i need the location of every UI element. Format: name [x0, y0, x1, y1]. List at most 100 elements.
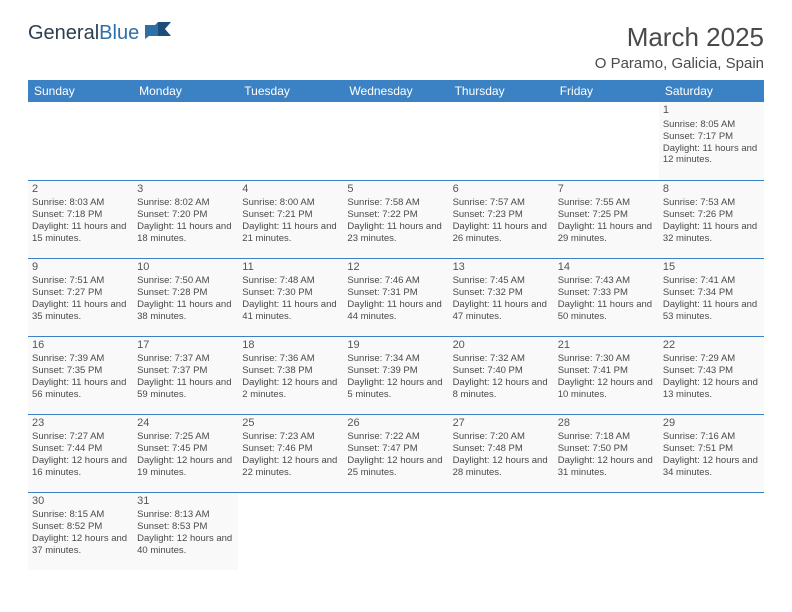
- calendar-cell: 28Sunrise: 7:18 AMSunset: 7:50 PMDayligh…: [554, 414, 659, 492]
- sunrise-line: Sunrise: 7:39 AM: [32, 353, 129, 365]
- sunrise-line: Sunrise: 7:46 AM: [347, 275, 444, 287]
- sunset-line: Sunset: 7:43 PM: [663, 365, 760, 377]
- day-number: 20: [453, 339, 550, 353]
- day-number: 26: [347, 417, 444, 431]
- daylight-line: Daylight: 11 hours and 50 minutes.: [558, 299, 655, 323]
- day-number: 6: [453, 183, 550, 197]
- sunrise-line: Sunrise: 8:05 AM: [663, 119, 760, 131]
- sunrise-line: Sunrise: 7:29 AM: [663, 353, 760, 365]
- daylight-line: Daylight: 11 hours and 18 minutes.: [137, 221, 234, 245]
- calendar-cell-empty: [554, 102, 659, 180]
- day-header: Friday: [554, 80, 659, 102]
- daylight-line: Daylight: 11 hours and 21 minutes.: [242, 221, 339, 245]
- sunset-line: Sunset: 8:52 PM: [32, 521, 129, 533]
- sunset-line: Sunset: 7:45 PM: [137, 443, 234, 455]
- daylight-line: Daylight: 12 hours and 28 minutes.: [453, 455, 550, 479]
- calendar-cell: 25Sunrise: 7:23 AMSunset: 7:46 PMDayligh…: [238, 414, 343, 492]
- sunset-line: Sunset: 7:21 PM: [242, 209, 339, 221]
- day-header-row: SundayMondayTuesdayWednesdayThursdayFrid…: [28, 80, 764, 102]
- day-number: 23: [32, 417, 129, 431]
- sunrise-line: Sunrise: 7:25 AM: [137, 431, 234, 443]
- day-number: 17: [137, 339, 234, 353]
- day-number: 25: [242, 417, 339, 431]
- calendar-page: GeneralBlue March 2025 O Paramo, Galicia…: [0, 0, 792, 570]
- daylight-line: Daylight: 12 hours and 13 minutes.: [663, 377, 760, 401]
- sunrise-line: Sunrise: 8:13 AM: [137, 509, 234, 521]
- day-number: 19: [347, 339, 444, 353]
- sunset-line: Sunset: 7:25 PM: [558, 209, 655, 221]
- day-number: 9: [32, 261, 129, 275]
- sunrise-line: Sunrise: 7:43 AM: [558, 275, 655, 287]
- brand-text: GeneralBlue: [28, 22, 139, 45]
- brand-logo: GeneralBlue: [28, 22, 171, 45]
- sunset-line: Sunset: 7:37 PM: [137, 365, 234, 377]
- calendar-cell-empty: [554, 492, 659, 570]
- day-number: 29: [663, 417, 760, 431]
- day-header: Tuesday: [238, 80, 343, 102]
- calendar-cell: 2Sunrise: 8:03 AMSunset: 7:18 PMDaylight…: [28, 180, 133, 258]
- calendar-head: SundayMondayTuesdayWednesdayThursdayFrid…: [28, 80, 764, 102]
- calendar-cell: 13Sunrise: 7:45 AMSunset: 7:32 PMDayligh…: [449, 258, 554, 336]
- day-number: 1: [663, 104, 760, 118]
- sunset-line: Sunset: 7:26 PM: [663, 209, 760, 221]
- daylight-line: Daylight: 12 hours and 31 minutes.: [558, 455, 655, 479]
- daylight-line: Daylight: 12 hours and 37 minutes.: [32, 533, 129, 557]
- calendar-cell: 8Sunrise: 7:53 AMSunset: 7:26 PMDaylight…: [659, 180, 764, 258]
- calendar-row: 9Sunrise: 7:51 AMSunset: 7:27 PMDaylight…: [28, 258, 764, 336]
- day-header: Thursday: [449, 80, 554, 102]
- sunrise-line: Sunrise: 8:02 AM: [137, 197, 234, 209]
- sunset-line: Sunset: 8:53 PM: [137, 521, 234, 533]
- calendar-cell: 27Sunrise: 7:20 AMSunset: 7:48 PMDayligh…: [449, 414, 554, 492]
- calendar-cell: 18Sunrise: 7:36 AMSunset: 7:38 PMDayligh…: [238, 336, 343, 414]
- page-header: GeneralBlue March 2025 O Paramo, Galicia…: [28, 22, 764, 72]
- location-text: O Paramo, Galicia, Spain: [595, 55, 764, 72]
- calendar-cell: 16Sunrise: 7:39 AMSunset: 7:35 PMDayligh…: [28, 336, 133, 414]
- calendar-cell-empty: [238, 102, 343, 180]
- sunset-line: Sunset: 7:28 PM: [137, 287, 234, 299]
- daylight-line: Daylight: 11 hours and 29 minutes.: [558, 221, 655, 245]
- brand-part2: Blue: [99, 22, 139, 44]
- day-number: 24: [137, 417, 234, 431]
- day-header: Wednesday: [343, 80, 448, 102]
- sunset-line: Sunset: 7:35 PM: [32, 365, 129, 377]
- daylight-line: Daylight: 12 hours and 5 minutes.: [347, 377, 444, 401]
- calendar-cell: 14Sunrise: 7:43 AMSunset: 7:33 PMDayligh…: [554, 258, 659, 336]
- daylight-line: Daylight: 12 hours and 19 minutes.: [137, 455, 234, 479]
- day-number: 14: [558, 261, 655, 275]
- calendar-cell: 7Sunrise: 7:55 AMSunset: 7:25 PMDaylight…: [554, 180, 659, 258]
- sunset-line: Sunset: 7:17 PM: [663, 131, 760, 143]
- daylight-line: Daylight: 11 hours and 23 minutes.: [347, 221, 444, 245]
- sunset-line: Sunset: 7:50 PM: [558, 443, 655, 455]
- sunset-line: Sunset: 7:47 PM: [347, 443, 444, 455]
- day-number: 8: [663, 183, 760, 197]
- day-number: 3: [137, 183, 234, 197]
- day-number: 27: [453, 417, 550, 431]
- month-title: March 2025: [595, 22, 764, 53]
- calendar-cell-empty: [238, 492, 343, 570]
- daylight-line: Daylight: 12 hours and 10 minutes.: [558, 377, 655, 401]
- calendar-cell: 15Sunrise: 7:41 AMSunset: 7:34 PMDayligh…: [659, 258, 764, 336]
- title-block: March 2025 O Paramo, Galicia, Spain: [595, 22, 764, 72]
- calendar-cell: 30Sunrise: 8:15 AMSunset: 8:52 PMDayligh…: [28, 492, 133, 570]
- daylight-line: Daylight: 12 hours and 2 minutes.: [242, 377, 339, 401]
- sunrise-line: Sunrise: 7:53 AM: [663, 197, 760, 209]
- day-number: 11: [242, 261, 339, 275]
- sunset-line: Sunset: 7:31 PM: [347, 287, 444, 299]
- sunset-line: Sunset: 7:27 PM: [32, 287, 129, 299]
- sunset-line: Sunset: 7:51 PM: [663, 443, 760, 455]
- sunset-line: Sunset: 7:23 PM: [453, 209, 550, 221]
- day-number: 13: [453, 261, 550, 275]
- sunrise-line: Sunrise: 7:34 AM: [347, 353, 444, 365]
- calendar-cell-empty: [28, 102, 133, 180]
- calendar-cell: 10Sunrise: 7:50 AMSunset: 7:28 PMDayligh…: [133, 258, 238, 336]
- sunset-line: Sunset: 7:41 PM: [558, 365, 655, 377]
- sunset-line: Sunset: 7:46 PM: [242, 443, 339, 455]
- day-number: 2: [32, 183, 129, 197]
- day-number: 18: [242, 339, 339, 353]
- sunset-line: Sunset: 7:22 PM: [347, 209, 444, 221]
- sunrise-line: Sunrise: 7:20 AM: [453, 431, 550, 443]
- daylight-line: Daylight: 11 hours and 47 minutes.: [453, 299, 550, 323]
- sunset-line: Sunset: 7:32 PM: [453, 287, 550, 299]
- daylight-line: Daylight: 12 hours and 40 minutes.: [137, 533, 234, 557]
- daylight-line: Daylight: 11 hours and 38 minutes.: [137, 299, 234, 323]
